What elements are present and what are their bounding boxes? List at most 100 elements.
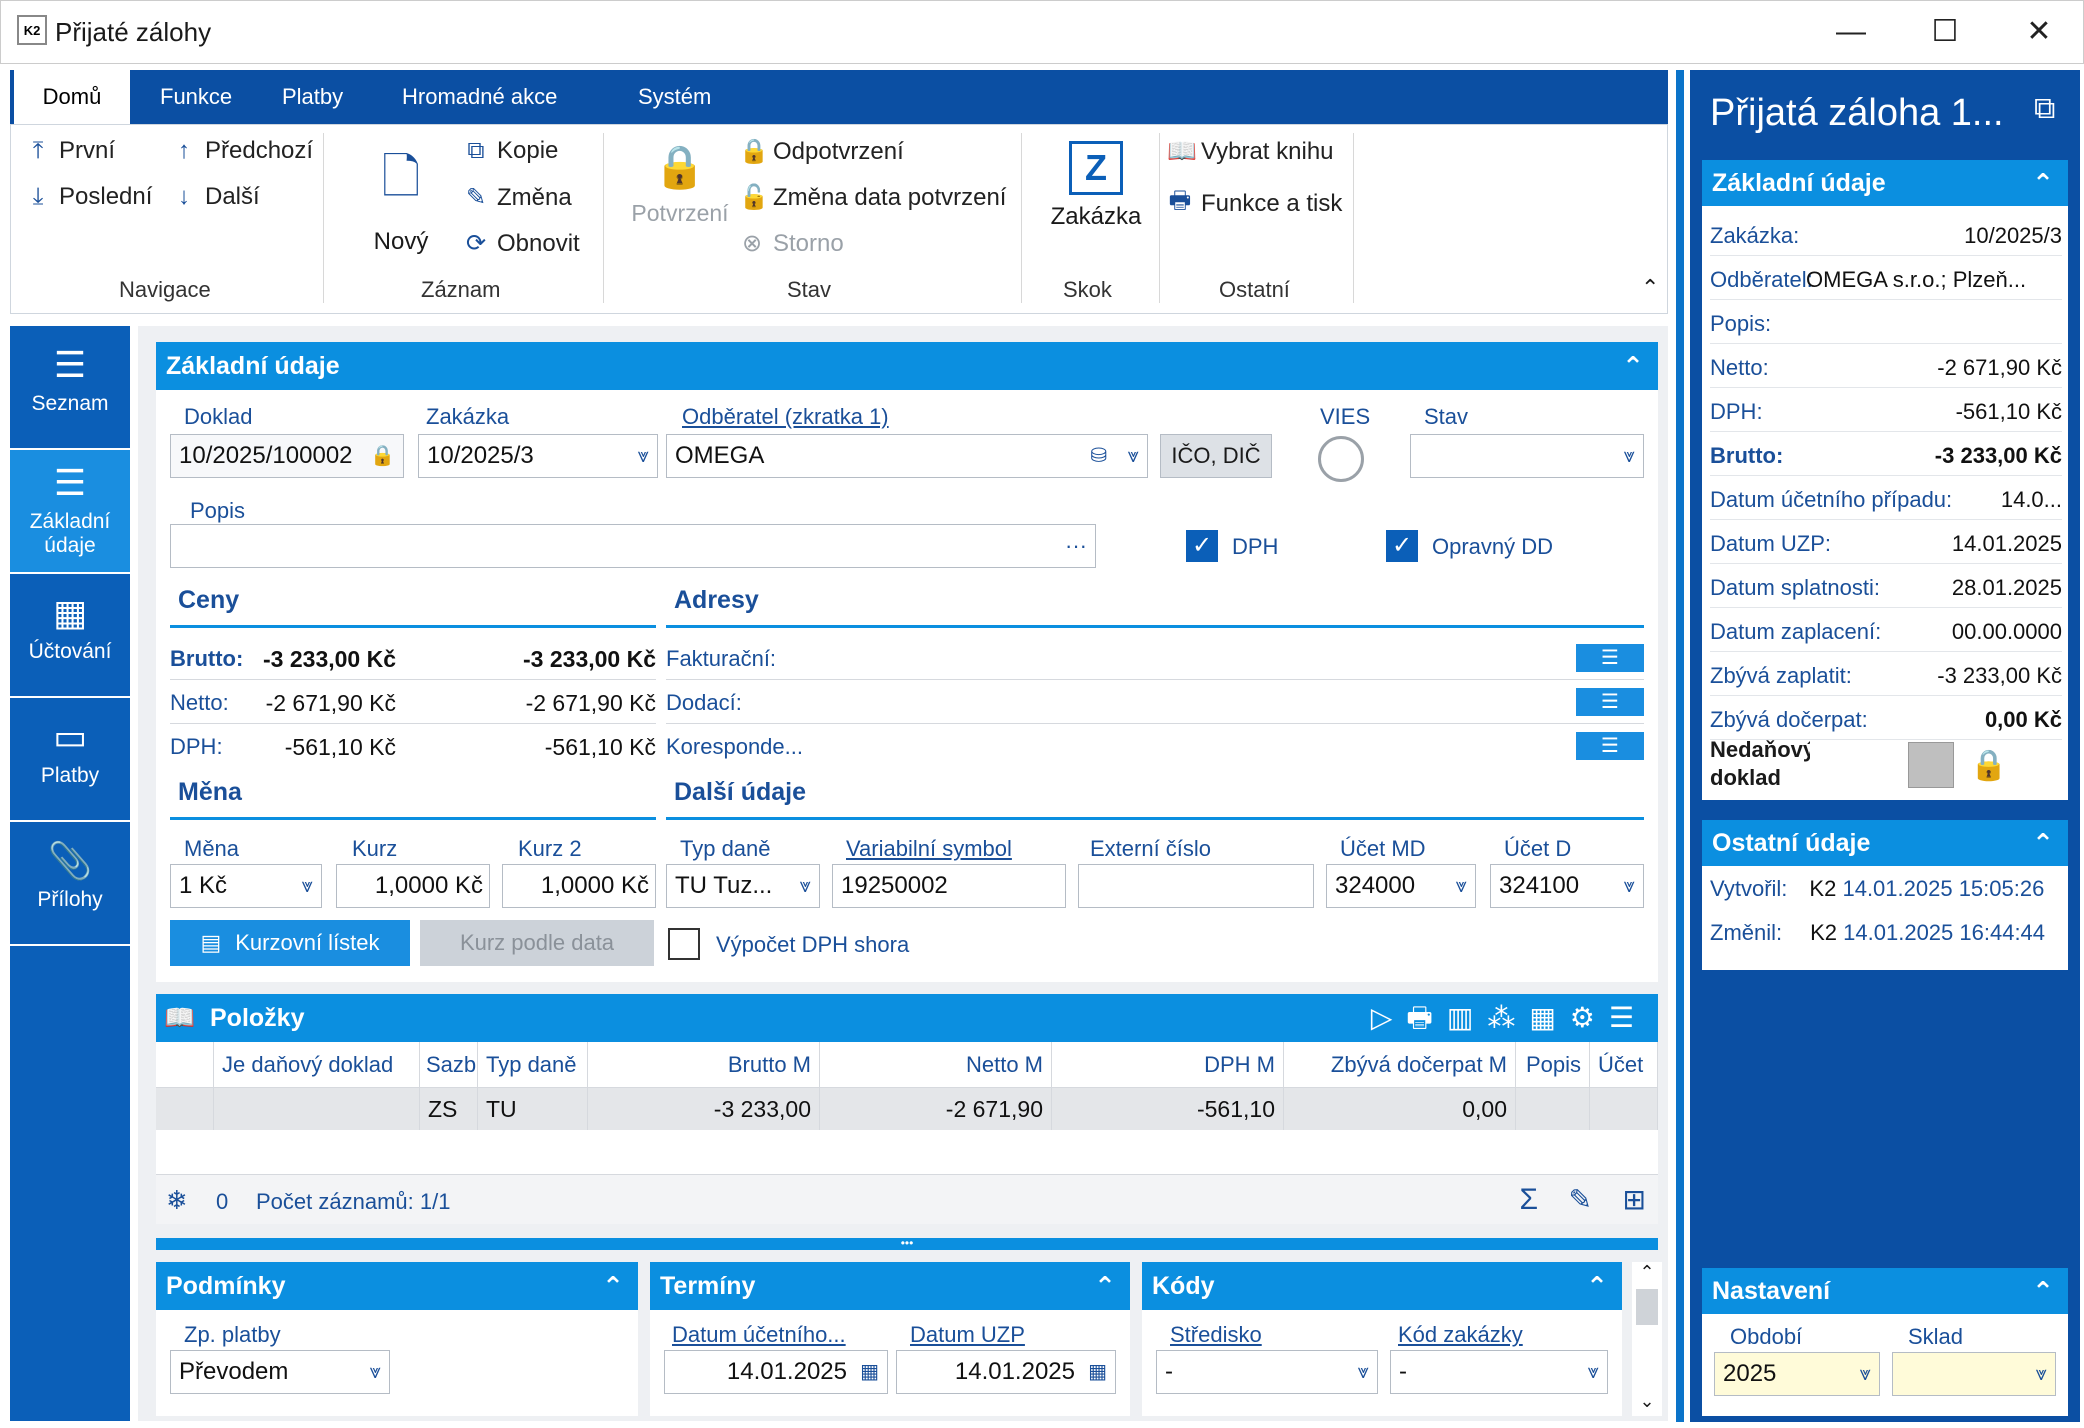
ico-dic-button[interactable]: IČO, DIČ	[1160, 434, 1272, 478]
last-button[interactable]: ⤓ Poslední	[25, 183, 153, 211]
stredisko-select[interactable]: - ⩔	[1156, 1350, 1378, 1394]
collapse-icon[interactable]: ⌃	[1586, 1271, 1608, 1301]
printer-icon[interactable]: 🖶	[1406, 1002, 1447, 1033]
tab-platby[interactable]: Platby	[282, 84, 344, 109]
splitter[interactable]: •••	[156, 1237, 1658, 1250]
edit-icon[interactable]: ✎	[1568, 1184, 1592, 1215]
menu-icon[interactable]: ☰	[1576, 732, 1644, 760]
new-button[interactable]: 🗋 Nový	[361, 143, 441, 256]
previous-button[interactable]: ↑ Předchozí	[171, 137, 313, 165]
snowflake-icon[interactable]: ❄	[166, 1185, 188, 1215]
collapse-icon[interactable]: ⌃	[602, 1271, 624, 1301]
nav-platby[interactable]: ▭ Platby	[10, 698, 130, 822]
dph-checkbox[interactable]: ✓	[1186, 530, 1218, 562]
tab-hromadne-akce[interactable]: Hromadné akce	[402, 84, 558, 109]
scroll-down-icon[interactable]: ⌄	[1639, 1391, 1655, 1411]
collapse-icon[interactable]: ⌃	[2032, 168, 2054, 198]
tab-funkce[interactable]: Funkce	[160, 84, 233, 109]
table-row[interactable]: ZS TU -3 233,00 -2 671,90 -561,10 0,00	[156, 1088, 1658, 1130]
column-selector[interactable]	[156, 1042, 214, 1088]
column-header[interactable]: Brutto M	[588, 1042, 820, 1088]
confirm-button[interactable]: 🔒 Potvrzení	[615, 143, 745, 227]
column-header[interactable]: Popis	[1516, 1042, 1590, 1088]
collapse-icon[interactable]: ⌃	[2032, 1276, 2054, 1306]
kurz-input[interactable]: 1,0000 Kč	[336, 864, 490, 908]
zp-platby-select[interactable]: Převodem ⩔	[170, 1350, 390, 1394]
sum-icon[interactable]: Σ	[1519, 1183, 1538, 1216]
column-header[interactable]: Sazb	[420, 1042, 478, 1088]
add-table-icon[interactable]: ⊞	[1622, 1184, 1646, 1215]
copy-button[interactable]: ⧉ Kopie	[463, 137, 558, 165]
calendar-icon[interactable]: ▦	[860, 1361, 879, 1383]
column-header[interactable]: Účet	[1590, 1042, 1658, 1088]
refresh-button[interactable]: ⟳ Obnovit	[463, 229, 580, 258]
columns-icon[interactable]: ▦	[1529, 1002, 1570, 1033]
nav-zakladni-udaje[interactable]: ☰ Základní údaje	[10, 450, 130, 574]
obdobi-select[interactable]: 2025 ⩔	[1714, 1352, 1880, 1396]
next-button[interactable]: ↓ Další	[171, 183, 260, 211]
minimize-button[interactable]: —	[1836, 15, 1866, 48]
zakazka-select[interactable]: 10/2025/3 ⩔	[418, 434, 658, 478]
sitemap-icon[interactable]: ⁂	[1487, 1002, 1530, 1033]
vertical-splitter[interactable]	[1676, 70, 1684, 1422]
lookup-icon[interactable]: ⛁	[1090, 445, 1107, 467]
column-header[interactable]: DPH M	[1052, 1042, 1284, 1088]
close-button[interactable]: ✕	[2026, 15, 2052, 48]
change-button[interactable]: ✎ Změna	[463, 183, 572, 212]
kod-zakazky-select[interactable]: - ⩔	[1390, 1350, 1608, 1394]
functions-print-button[interactable]: 🖶 Funkce a tisk	[1167, 183, 1343, 224]
kurzovni-listek-button[interactable]: ▤ Kurzovní lístek	[170, 920, 410, 966]
menu-icon[interactable]: ☰	[1576, 688, 1644, 716]
tab-domu[interactable]: Domů	[14, 70, 130, 124]
scroll-up-icon[interactable]: ⌃	[1639, 1262, 1655, 1282]
column-header[interactable]: Je daňový doklad	[214, 1042, 420, 1088]
column-header[interactable]: Netto M	[820, 1042, 1052, 1088]
variabilni-symbol-input[interactable]: 19250002	[832, 864, 1066, 908]
nav-uctovani[interactable]: ▦ Účtování	[10, 574, 130, 698]
calendar-icon[interactable]: ▦	[1088, 1361, 1107, 1383]
collapse-icon[interactable]: ⌃	[2032, 828, 2054, 858]
mena-select[interactable]: 1 Kč ⩔	[170, 864, 322, 908]
play-icon[interactable]: ▷	[1370, 1002, 1407, 1033]
more-icon[interactable]: ···	[1065, 533, 1087, 558]
ucet-d-select[interactable]: 324100 ⩔	[1490, 864, 1644, 908]
scroll-thumb[interactable]	[1636, 1289, 1658, 1325]
order-jump-button[interactable]: Z Zakázka	[1041, 141, 1151, 231]
datum-ucetniho-input[interactable]: 14.01.2025 ▦	[664, 1350, 888, 1394]
typ-dane-select[interactable]: TU Tuz... ⩔	[666, 864, 820, 908]
maximize-button[interactable]: ☐	[1931, 15, 1959, 48]
column-header[interactable]: Typ daně	[478, 1042, 588, 1088]
externi-cislo-input[interactable]	[1078, 864, 1314, 908]
vies-status-icon[interactable]	[1318, 436, 1364, 482]
nedanovy-checkbox[interactable]	[1908, 742, 1954, 788]
stav-select[interactable]: ⩔	[1410, 434, 1644, 478]
gear-icon[interactable]: ⚙	[1569, 1002, 1609, 1033]
opravny-dd-checkbox[interactable]: ✓	[1386, 530, 1418, 562]
menu-icon[interactable]: ☰	[1608, 1002, 1648, 1033]
bar-chart-icon[interactable]: ▥	[1446, 1002, 1488, 1033]
first-button[interactable]: ⤒ První	[25, 137, 115, 165]
unconfirm-button[interactable]: 🔒 Odpotvrzení	[739, 137, 904, 166]
popout-icon[interactable]: ⧉	[2034, 92, 2056, 125]
sklad-select[interactable]: ⩔	[1892, 1352, 2056, 1396]
kurz2-input[interactable]: 1,0000 Kč	[502, 864, 656, 908]
menu-icon[interactable]: ☰	[1576, 644, 1644, 672]
column-header[interactable]: Zbývá dočerpat M	[1284, 1042, 1516, 1088]
change-confirm-date-button[interactable]: 🔓 Změna data potvrzení	[739, 183, 1006, 212]
storno-button[interactable]: ⊗ Storno	[739, 229, 844, 258]
vypocet-dph-checkbox[interactable]	[668, 928, 700, 960]
kurz-podle-data-button[interactable]: Kurz podle data	[420, 920, 654, 966]
odberatel-select[interactable]: OMEGA ⛁ ⩔	[666, 434, 1148, 478]
choose-book-button[interactable]: 📖 Vybrat knihu	[1167, 137, 1334, 166]
nav-prilohy[interactable]: 📎 Přílohy	[10, 822, 130, 946]
tab-system[interactable]: Systém	[638, 84, 712, 109]
vertical-scrollbar[interactable]: ⌃ ⌄	[1632, 1262, 1662, 1416]
row-selector[interactable]	[156, 1088, 214, 1130]
collapse-icon[interactable]: ⌃	[1622, 351, 1644, 381]
popis-input[interactable]: ···	[170, 524, 1096, 568]
nav-seznam[interactable]: ☰ Seznam	[10, 326, 130, 450]
datum-uzp-input[interactable]: 14.01.2025 ▦	[896, 1350, 1116, 1394]
collapse-icon[interactable]: ⌃	[1094, 1271, 1116, 1301]
collapse-ribbon-icon[interactable]: ⌃	[1641, 275, 1660, 300]
ucet-md-select[interactable]: 324000 ⩔	[1326, 864, 1476, 908]
